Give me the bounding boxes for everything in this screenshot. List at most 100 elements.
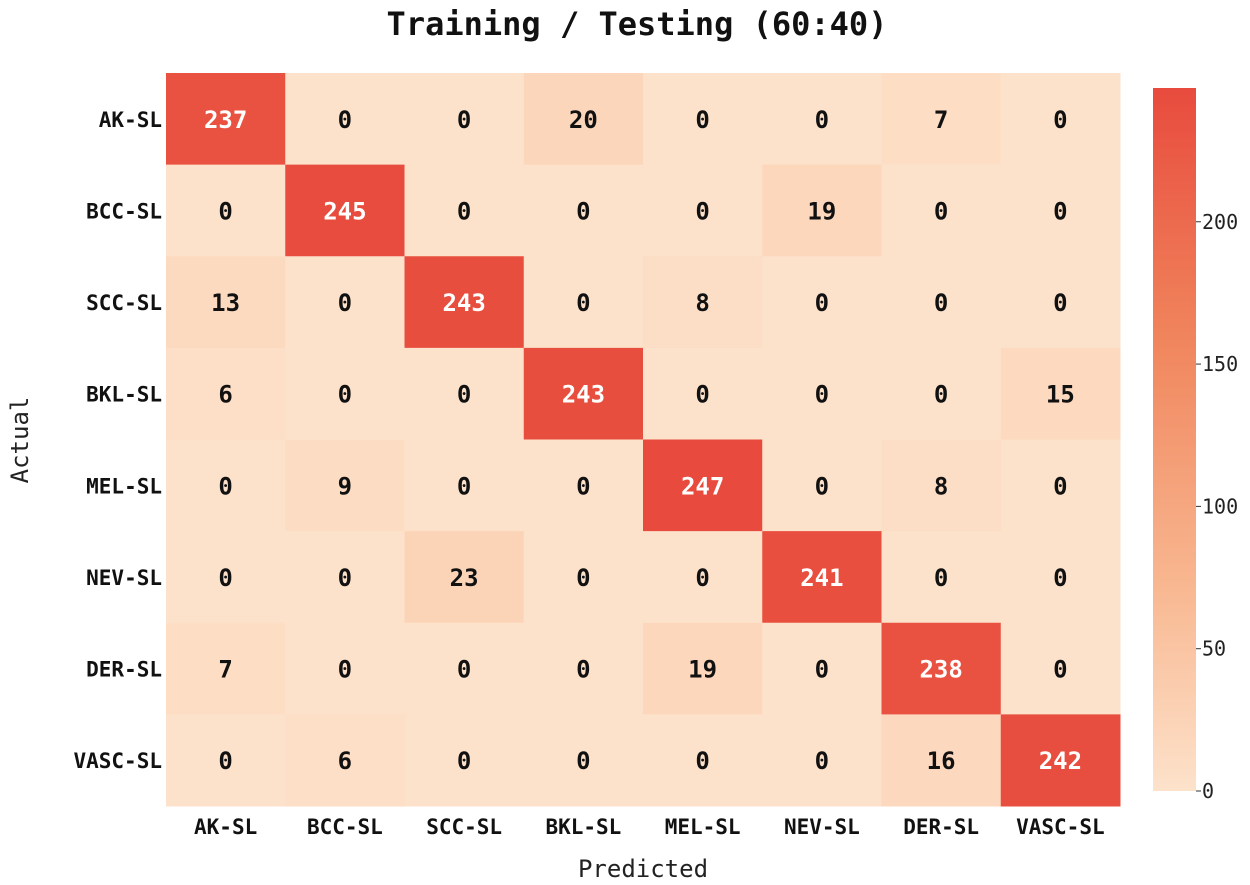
y-tick-label: DER-SL bbox=[86, 658, 162, 682]
x-tick-label: SCC-SL bbox=[426, 815, 502, 839]
heatmap-cell bbox=[643, 622, 763, 715]
cell-value-label: 7 bbox=[934, 106, 948, 134]
x-tick-label: BKL-SL bbox=[545, 815, 621, 839]
heatmap-cell bbox=[166, 347, 286, 440]
cell-value-label: 0 bbox=[576, 472, 590, 500]
heatmap-cell bbox=[1000, 73, 1121, 166]
heatmap-cell bbox=[523, 714, 644, 807]
cell-value-label: 0 bbox=[576, 197, 590, 225]
cell-value-label: 0 bbox=[338, 381, 352, 409]
cell-value-label: 0 bbox=[576, 289, 590, 317]
cell-value-label: 8 bbox=[934, 472, 948, 500]
heatmap-cell bbox=[285, 622, 405, 715]
heatmap-cell bbox=[404, 256, 525, 349]
heatmap-cell bbox=[523, 73, 644, 166]
heatmap-cell bbox=[643, 439, 763, 532]
heatmap-grid: 237 0 0 20 0 0 7 00 245 0 0 0 19 0 013 0 243 0 8 0 0 06 0 0 243 0… bbox=[166, 73, 1121, 807]
heatmap-cell bbox=[762, 164, 882, 257]
cell-value-label: 0 bbox=[576, 564, 590, 592]
cell-value-label: 0 bbox=[1053, 656, 1067, 684]
heatmap-cell bbox=[404, 164, 525, 257]
cell-value-label: 0 bbox=[934, 197, 948, 225]
cell-value-label: 243 bbox=[442, 289, 485, 317]
heatmap-cell bbox=[523, 347, 644, 440]
cell-value-label: 0 bbox=[218, 747, 232, 775]
cell-value-label: 6 bbox=[218, 381, 232, 409]
heatmap-cell bbox=[285, 256, 405, 349]
cell-value-label: 241 bbox=[800, 564, 843, 592]
heatmap-cell bbox=[523, 256, 644, 349]
cell-value-label: 19 bbox=[688, 656, 717, 684]
heatmap-cell bbox=[881, 622, 1002, 715]
x-tick-label: VASC-SL bbox=[1016, 815, 1105, 839]
cell-value-label: 0 bbox=[1053, 472, 1067, 500]
x-axis-label: Predicted bbox=[578, 855, 708, 883]
cell-value-label: 0 bbox=[457, 747, 471, 775]
heatmap-cell bbox=[285, 439, 405, 532]
heatmap-cell bbox=[1000, 347, 1121, 440]
heatmap-cell bbox=[404, 714, 525, 807]
heatmap-cell bbox=[762, 73, 882, 166]
heatmap-cell bbox=[1000, 164, 1121, 257]
cell-value-label: 0 bbox=[695, 381, 709, 409]
cell-value-label: 0 bbox=[218, 197, 232, 225]
cell-value-label: 0 bbox=[457, 472, 471, 500]
heatmap-cell bbox=[404, 73, 525, 166]
cell-value-label: 0 bbox=[338, 656, 352, 684]
heatmap-cell bbox=[643, 531, 763, 624]
heatmap-cell bbox=[1000, 622, 1121, 715]
heatmap-cell bbox=[762, 714, 882, 807]
heatmap-cell bbox=[1000, 714, 1121, 807]
cell-value-label: 0 bbox=[815, 747, 829, 775]
colorbar-tick-label: 50 bbox=[1202, 637, 1226, 661]
cell-value-label: 6 bbox=[338, 747, 352, 775]
colorbar-gradient bbox=[1153, 88, 1196, 791]
cell-value-label: 0 bbox=[457, 197, 471, 225]
heatmap-cell bbox=[881, 531, 1002, 624]
heatmap-cell bbox=[762, 256, 882, 349]
heatmap-cell bbox=[166, 531, 286, 624]
cell-value-label: 243 bbox=[562, 381, 605, 409]
y-tick-label: SCC-SL bbox=[86, 291, 162, 315]
cell-value-label: 0 bbox=[815, 381, 829, 409]
cell-value-label: 0 bbox=[695, 747, 709, 775]
cell-value-label: 7 bbox=[218, 656, 232, 684]
cell-value-label: 0 bbox=[815, 289, 829, 317]
heatmap-cell bbox=[166, 439, 286, 532]
heatmap-cell bbox=[881, 439, 1002, 532]
cell-value-label: 0 bbox=[695, 564, 709, 592]
cell-value-label: 0 bbox=[1053, 197, 1067, 225]
y-axis-ticks: AK-SL BCC-SL SCC-SL BKL-SL MEL-SL NEV-SL DER-S… bbox=[73, 108, 162, 773]
heatmap-cell bbox=[1000, 439, 1121, 532]
heatmap-cell bbox=[881, 347, 1002, 440]
x-tick-label: NEV-SL bbox=[784, 815, 860, 839]
heatmap-cell bbox=[881, 164, 1002, 257]
heatmap-cell bbox=[404, 439, 525, 532]
heatmap-cell bbox=[523, 164, 644, 257]
x-tick-label: DER-SL bbox=[903, 815, 979, 839]
heatmap-cell bbox=[404, 531, 525, 624]
cell-value-label: 0 bbox=[457, 656, 471, 684]
cell-value-label: 0 bbox=[934, 289, 948, 317]
colorbar-ticks: 0 50 100 150 200 bbox=[1196, 210, 1238, 803]
heatmap-cell bbox=[166, 73, 286, 166]
cell-value-label: 0 bbox=[1053, 564, 1067, 592]
cell-value-label: 0 bbox=[218, 564, 232, 592]
heatmap-cell bbox=[523, 622, 644, 715]
heatmap-cell bbox=[166, 164, 286, 257]
colorbar bbox=[1153, 88, 1196, 791]
heatmap-cell bbox=[1000, 531, 1121, 624]
cell-value-label: 0 bbox=[934, 381, 948, 409]
cell-value-label: 0 bbox=[815, 656, 829, 684]
cell-value-label: 0 bbox=[1053, 289, 1067, 317]
cell-value-label: 247 bbox=[681, 472, 724, 500]
y-axis-label: Actual bbox=[6, 397, 34, 484]
cell-value-label: 0 bbox=[338, 289, 352, 317]
heatmap-cell bbox=[762, 347, 882, 440]
cell-value-label: 0 bbox=[934, 564, 948, 592]
y-tick-label: NEV-SL bbox=[86, 566, 162, 590]
colorbar-tick-label: 150 bbox=[1202, 352, 1238, 376]
chart-title: Training / Testing (60:40) bbox=[387, 5, 888, 43]
heatmap-cell bbox=[166, 256, 286, 349]
